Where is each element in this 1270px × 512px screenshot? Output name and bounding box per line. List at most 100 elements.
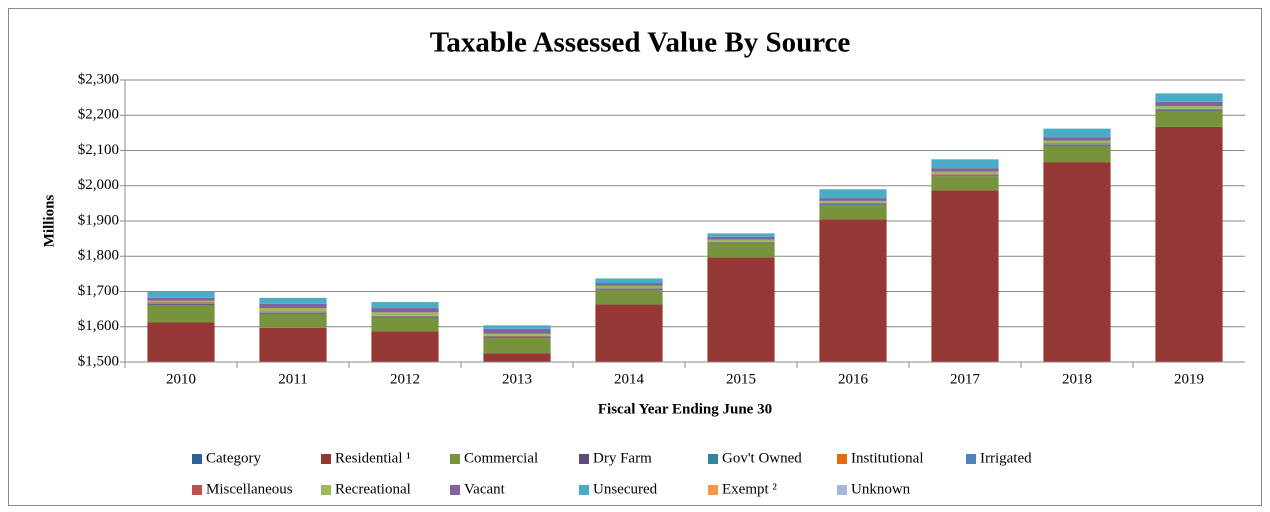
bar-segment [371,312,439,316]
bar-segment [819,205,887,220]
x-tick-label: 2018 [1062,371,1092,387]
bar-segment [1043,137,1111,141]
bar-segment [483,338,551,354]
bar-segment [931,176,999,191]
bar-segment [707,239,775,242]
legend-swatch [708,485,718,495]
bar-segment [707,241,775,243]
legend-label: Vacant [464,481,506,497]
bar-segment [147,291,215,298]
legend-label: Exempt ² [722,481,777,497]
legend-label: Institutional [851,450,924,466]
legend-label: Commercial [464,450,538,466]
bar-segment [259,311,327,313]
bar-segment [371,315,439,317]
bar-segment [707,243,775,258]
bar-segment [1155,126,1223,362]
bar-segment [931,175,999,177]
bar-segment [931,159,999,169]
bar-segment [1155,108,1223,110]
x-tick-label: 2010 [166,371,196,387]
bar-segment [931,168,999,172]
bar-segment [595,289,663,290]
bar-segment [147,297,215,301]
bar-segment [1043,162,1111,362]
bar-segment [483,328,551,334]
bar-segment [707,257,775,362]
bar-segment [1043,140,1111,144]
legend-swatch [321,485,331,495]
legend-label: Unsecured [593,481,658,497]
legend-label: Recreational [335,481,411,497]
bar-segment [259,313,327,314]
bar-segment [819,189,887,199]
bar-segment [819,198,887,201]
legend-swatch [192,485,202,495]
y-tick-label: $1,600 [78,318,119,334]
y-tick-label: $1,500 [78,353,119,369]
legend-swatch [579,485,589,495]
bar-segment [259,308,327,312]
bar-segment [1043,144,1111,146]
bar-segment [483,333,551,336]
bar-segment [819,204,887,206]
legend-swatch [579,454,589,464]
legend-label: Miscellaneous [206,481,293,497]
legend-swatch [192,454,202,464]
y-tick-label: $2,100 [78,142,119,158]
legend-label: Dry Farm [593,450,652,466]
legend-swatch [321,454,331,464]
y-tick-label: $2,200 [78,107,119,123]
bar-segment [483,337,551,339]
bar-segment [483,353,551,362]
x-tick-label: 2013 [502,371,532,387]
x-tick-label: 2011 [278,371,307,387]
bar-segment [595,289,663,305]
legend-swatch [450,485,460,495]
bar-segment [371,302,439,309]
x-tick-label: 2012 [390,371,420,387]
bar-segment [371,308,439,313]
legend-swatch [837,485,847,495]
bar-segment [595,285,663,288]
y-tick-label: $1,700 [78,283,119,299]
bar-segment [1043,128,1111,138]
bar-segment [147,302,215,304]
bar-segment [931,190,999,362]
bar-segment [595,278,663,284]
legend-label: Category [206,450,261,466]
bar-segment [371,331,439,362]
x-tick-label: 2014 [614,371,645,387]
bar-segment [147,300,215,303]
bar-segment [707,236,775,240]
legend-label: Irrigated [980,450,1032,466]
legend-label: Unknown [851,481,911,497]
bar-segment [1155,101,1223,107]
bar-segment [819,219,887,362]
x-axis-title: Fiscal Year Ending June 30 [598,401,772,417]
bar-segment [1155,93,1223,102]
bar-segment [707,233,775,237]
bar-segment [483,335,551,337]
bar-segment [1043,143,1111,145]
bar-segment [819,200,887,204]
x-tick-label: 2016 [838,371,869,387]
legend-swatch [837,454,847,464]
legend-swatch [708,454,718,464]
bar-segment [595,283,663,286]
bar-segment [147,303,215,305]
legend-swatch [966,454,976,464]
bar-segment [147,304,215,323]
bar-segment [931,171,999,175]
y-tick-label: $2,300 [78,71,119,87]
legend-label: Gov't Owned [722,450,802,466]
bar-segment [147,322,215,362]
bar-segment [259,327,327,362]
bar-segment [259,297,327,304]
y-tick-label: $2,000 [78,177,119,193]
legend-label: Residential ¹ [335,450,411,466]
x-tick-label: 2019 [1174,371,1204,387]
bar-segment [1043,145,1111,163]
bar-segment [1155,106,1223,109]
